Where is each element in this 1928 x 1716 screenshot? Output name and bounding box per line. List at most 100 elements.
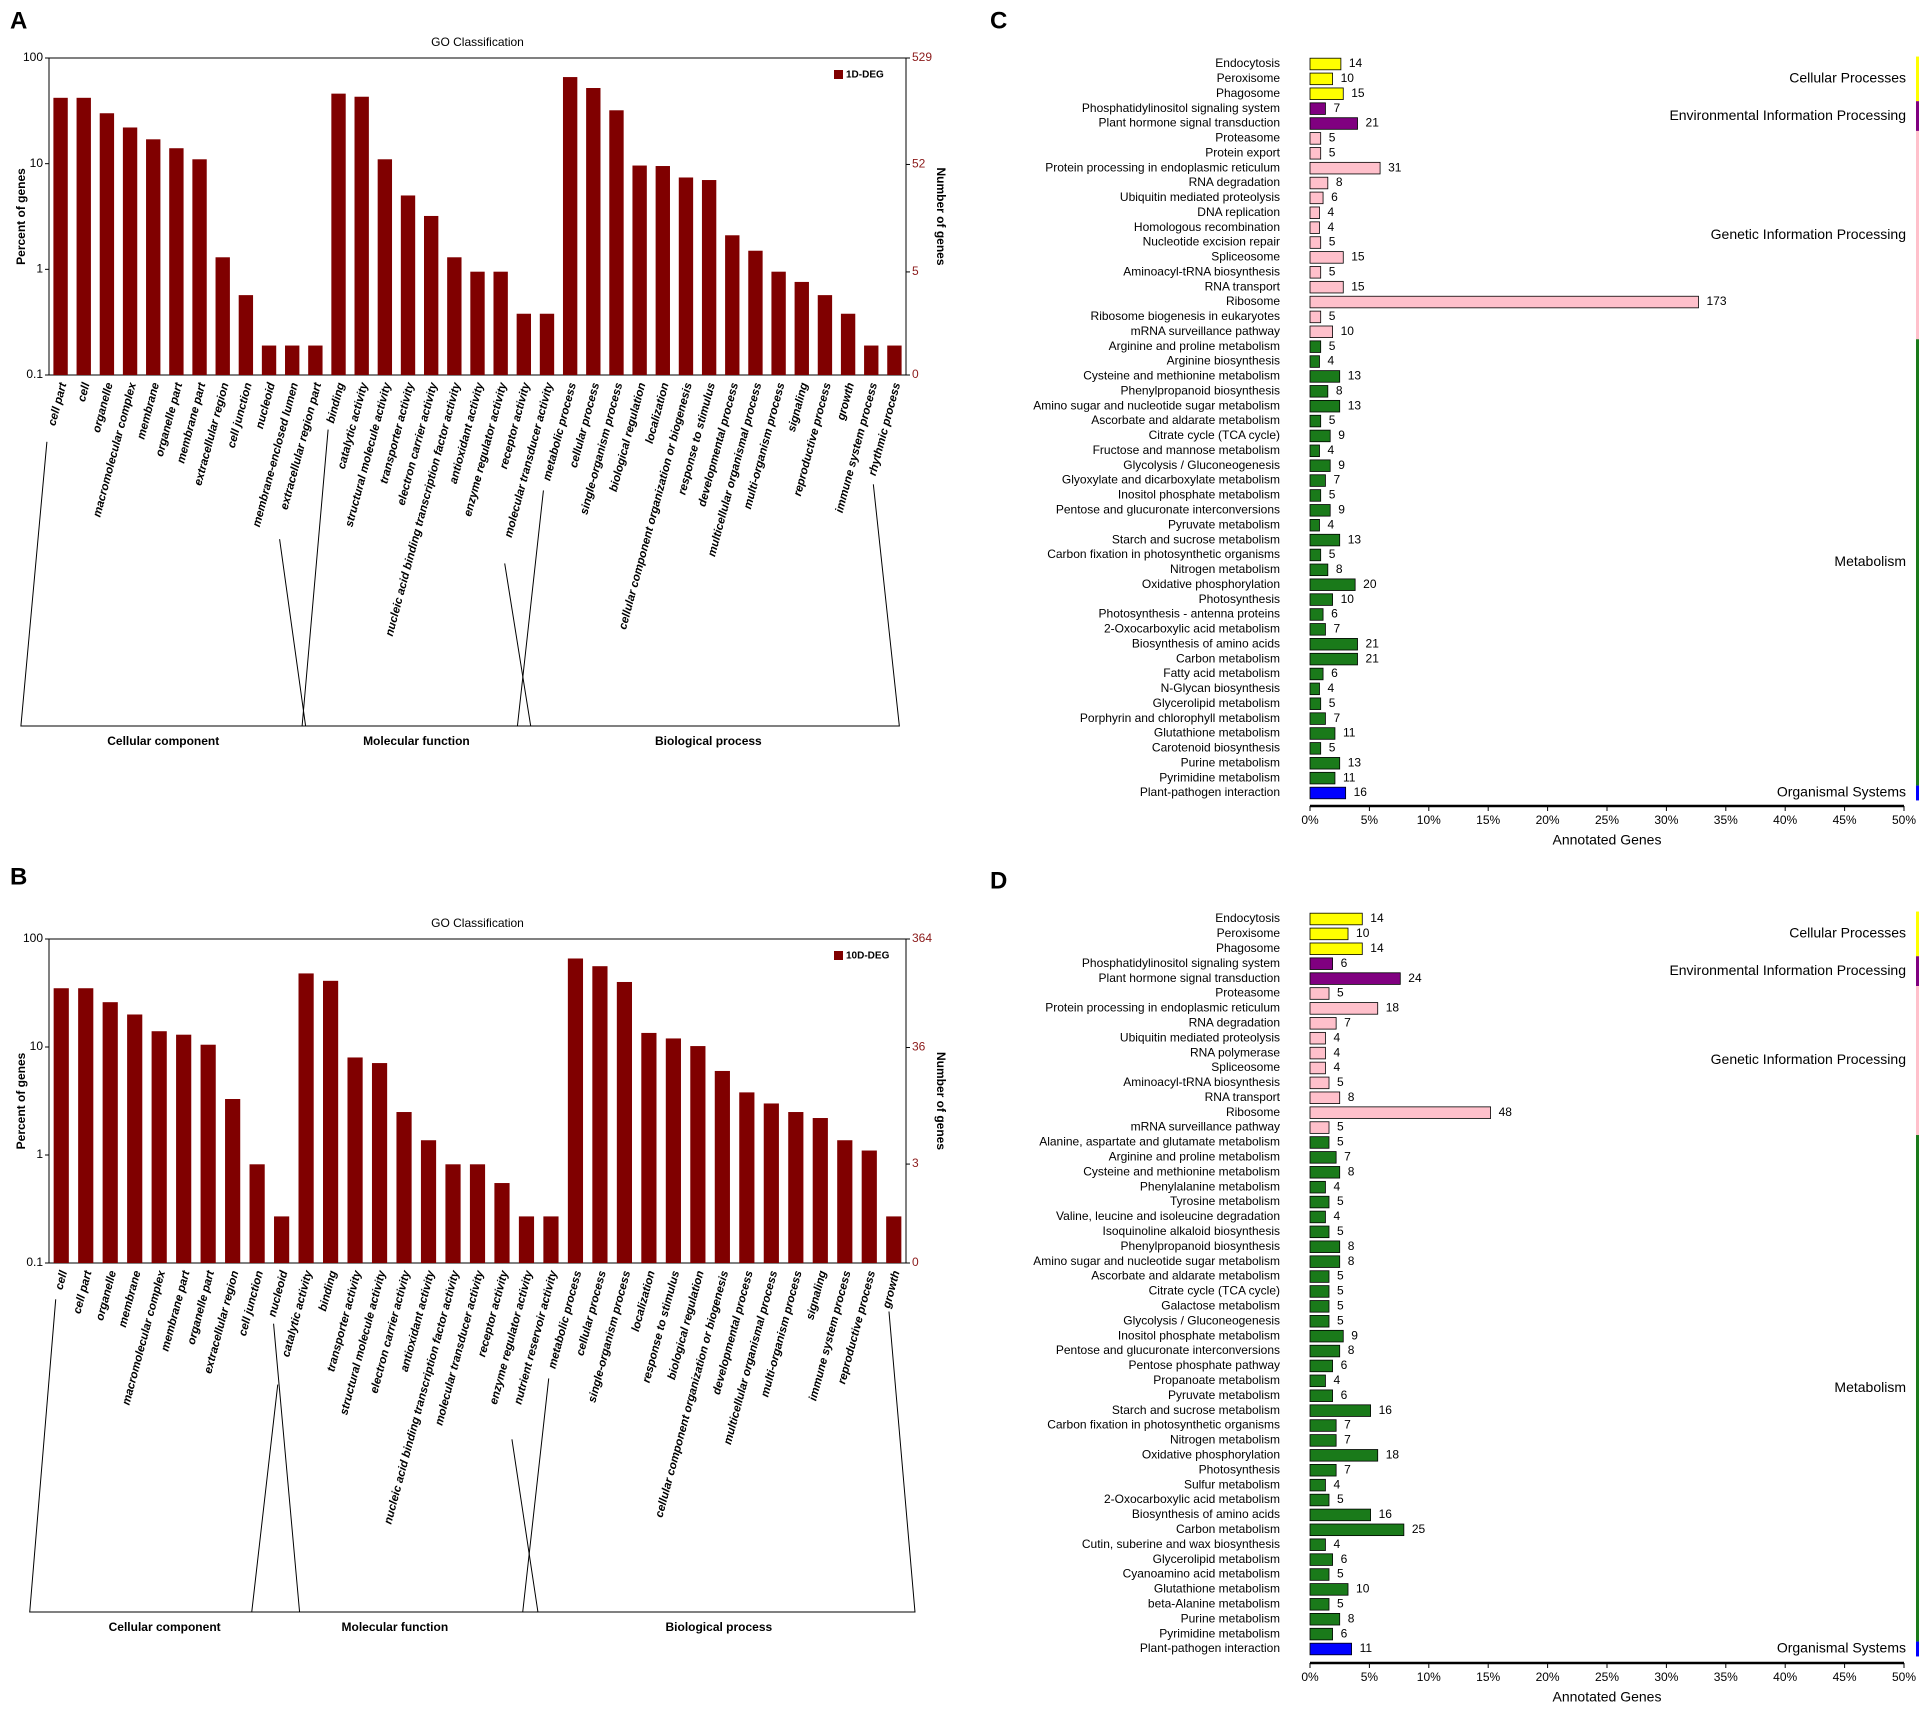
bar [1309, 117, 1358, 130]
count-label: 9 [1351, 1328, 1358, 1342]
legend-label: 10D-DEG [846, 951, 890, 962]
group-label: Cellular component [107, 734, 219, 748]
category-label: Ubiquitin mediated proteolysis [1120, 190, 1280, 204]
bar [1309, 444, 1320, 458]
x-tick-label: 15% [1476, 1670, 1500, 1684]
category-label: Endocytosis [1215, 56, 1280, 70]
category-label: Arginine biosynthesis [1167, 354, 1280, 368]
group-label: Biological process [655, 734, 762, 748]
bar [771, 271, 786, 375]
bar [1309, 1091, 1341, 1104]
category-label: Pyrimidine metabolism [1159, 1626, 1280, 1640]
bar [1309, 161, 1381, 175]
bar [322, 980, 339, 1263]
y-tick-label: 0.1 [26, 1255, 43, 1269]
category-label: Cutin, suberine and wax biosynthesis [1082, 1537, 1280, 1551]
bar [1309, 370, 1341, 383]
count-label: 5 [1337, 1284, 1344, 1298]
category-label: Phagosome [1216, 941, 1280, 955]
bar [176, 1034, 192, 1263]
bar [1309, 1031, 1326, 1045]
bar [861, 1150, 877, 1263]
count-label: 9 [1338, 458, 1345, 472]
category-label: Carbon fixation in photosynthetic organi… [1047, 547, 1280, 561]
x-tick-label: membrane [135, 381, 162, 441]
x-tick-label: 5% [1361, 813, 1379, 827]
count-label: 5 [1337, 1135, 1344, 1149]
category-label: Biosynthesis of amino acids [1132, 636, 1280, 650]
group-bracket [20, 441, 307, 727]
x-tick-label: 20% [1536, 1670, 1560, 1684]
count-label: 10 [1341, 324, 1355, 338]
bar [1309, 489, 1322, 502]
y2-tick-label: 0 [912, 367, 919, 381]
chart-title: GO Classification [431, 35, 524, 49]
category-label: Carbon metabolism [1176, 1522, 1280, 1536]
count-label: 5 [1329, 547, 1336, 561]
bar [812, 1118, 828, 1263]
count-label: 16 [1379, 1507, 1393, 1521]
category-label: Proteasome [1215, 131, 1280, 145]
bar [1309, 957, 1333, 970]
bar [1309, 1389, 1333, 1402]
category-label: Glutathione metabolism [1154, 1582, 1280, 1596]
count-label: 10 [1356, 1582, 1370, 1596]
bar [1309, 757, 1341, 770]
bar [1309, 1598, 1330, 1611]
bar [1309, 1612, 1341, 1626]
bar [1309, 251, 1344, 264]
bar [1309, 1106, 1491, 1119]
category-label: RNA degradation [1189, 1015, 1280, 1029]
count-label: 4 [1328, 205, 1335, 219]
category-label: mRNA surveillance pathway [1131, 1120, 1280, 1134]
count-label: 8 [1348, 1343, 1355, 1357]
bar [1309, 1419, 1337, 1432]
x-tick-label: cell [54, 1269, 71, 1291]
count-label: 8 [1336, 383, 1343, 397]
bar [837, 1140, 853, 1263]
group-side-bar [1916, 785, 1919, 801]
bar [1309, 786, 1347, 800]
bar [354, 96, 369, 375]
count-label: 9 [1338, 502, 1345, 516]
x-tick-label: 45% [1833, 1670, 1857, 1684]
count-label: 31 [1388, 160, 1402, 174]
y2-axis-label: Number of genes [934, 1052, 948, 1150]
bar [1309, 147, 1322, 160]
group-label: Organismal Systems [1777, 1640, 1906, 1656]
bar [840, 313, 856, 375]
group-label: Environmental Information Processing [1669, 962, 1906, 978]
bar [1309, 1046, 1326, 1060]
category-label: Citrate cycle (TCA cycle) [1149, 1284, 1280, 1298]
bar [76, 97, 91, 375]
bar [1309, 399, 1341, 413]
category-label: Ribosome [1226, 1105, 1280, 1119]
bar [396, 1112, 412, 1263]
category-label: Phosphatidylinositol signaling system [1082, 956, 1280, 970]
bar [1309, 608, 1324, 621]
bar [641, 1032, 657, 1263]
bar [1309, 1195, 1330, 1209]
x-tick-label: organelle [91, 381, 116, 434]
category-label: Tyrosine metabolism [1170, 1194, 1280, 1208]
x-tick-label: 15% [1476, 813, 1500, 827]
count-label: 10 [1341, 592, 1355, 606]
category-label: Phenylpropanoid biosynthesis [1121, 1239, 1280, 1253]
category-label: Plant-pathogen interaction [1140, 1641, 1280, 1655]
bar [1309, 1329, 1344, 1343]
bar [1309, 548, 1322, 562]
x-tick-label: 35% [1714, 1670, 1738, 1684]
bar [53, 988, 69, 1263]
category-label: Oxidative phosphorylation [1142, 577, 1280, 591]
bar [261, 345, 277, 375]
bar [763, 1103, 779, 1263]
bar [701, 180, 717, 375]
bar [1309, 176, 1329, 190]
count-label: 5 [1337, 1194, 1344, 1208]
x-tick-label: 5% [1361, 1670, 1379, 1684]
x-tick-label: localization [644, 381, 672, 445]
bar [1309, 429, 1331, 443]
category-label: Nucleotide excision repair [1143, 235, 1280, 249]
category-label: Amino sugar and nucleotide sugar metabol… [1033, 398, 1280, 412]
bar [1309, 310, 1322, 324]
